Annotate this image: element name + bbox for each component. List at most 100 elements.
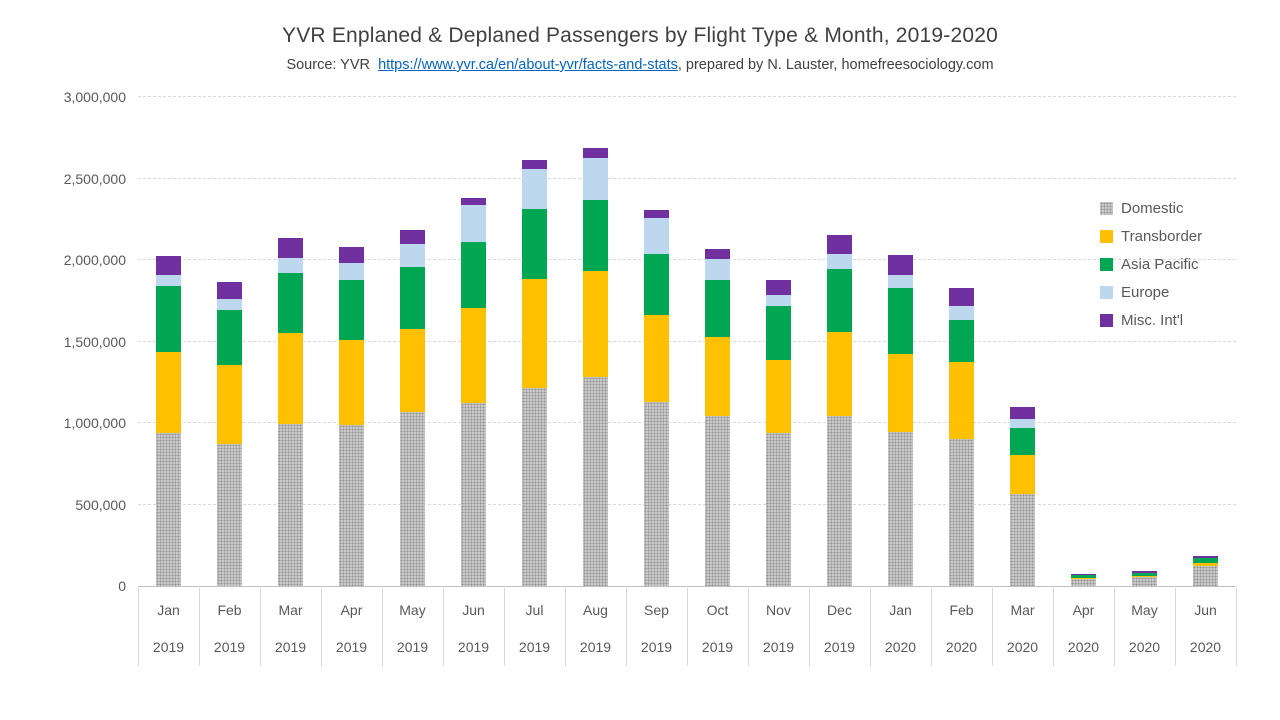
bar-segment-asia-pacific <box>156 286 181 352</box>
x-tick-label-month: Oct <box>706 602 729 618</box>
bar-segment-transborder <box>217 364 242 445</box>
bar-segment-asia-pacific <box>522 208 547 280</box>
bar-segment-domestic <box>1132 577 1157 586</box>
legend-label-misc-intl: Misc. Int'l <box>1121 311 1184 329</box>
bar-segment-domestic <box>339 424 364 586</box>
bar-segment-misc-intl <box>522 159 547 170</box>
bar-segment-domestic <box>766 433 791 586</box>
chart-subtitle: Source: YVR https://www.yvr.ca/en/about-… <box>0 57 1280 73</box>
bar-segment-misc-intl <box>644 210 669 219</box>
bar-segment-misc-intl <box>1071 573 1096 576</box>
bar-segment-asia-pacific <box>644 254 669 316</box>
x-tick-label-year: 2020 <box>1067 639 1100 655</box>
bar-segment-misc-intl <box>1010 407 1035 420</box>
bar-column <box>888 255 913 586</box>
bar-segment-europe <box>888 274 913 289</box>
gridline <box>138 259 1236 260</box>
x-tick-label-month: Dec <box>827 602 852 618</box>
x-tick-label-year: 2019 <box>701 639 734 655</box>
bar-segment-domestic <box>461 402 486 586</box>
category-separator <box>748 588 749 666</box>
subtitle-suffix: , prepared by N. Lauster, homefreesociol… <box>677 57 994 73</box>
bar-segment-asia-pacific <box>888 288 913 355</box>
x-tick-label-year: 2019 <box>579 639 612 655</box>
x-tick-label-month: Jan <box>157 602 180 618</box>
gridline <box>138 96 1236 97</box>
legend-label-domestic: Domestic <box>1121 199 1184 217</box>
y-tick-label: 2,000,000 <box>63 252 126 268</box>
x-tick-label-year: 2019 <box>457 639 490 655</box>
bar-segment-domestic <box>705 415 730 586</box>
x-tick-label-month: May <box>1131 602 1158 618</box>
x-tick-label-month: Feb <box>217 602 242 618</box>
bar-column <box>156 255 181 586</box>
bar-segment-transborder <box>705 336 730 416</box>
category-separator <box>443 588 444 666</box>
bar-segment-transborder <box>1193 563 1218 567</box>
bar-segment-transborder <box>827 332 852 417</box>
x-tick-label-year: 2020 <box>945 639 978 655</box>
bar-segment-europe <box>278 258 303 273</box>
legend-swatch-domestic <box>1100 201 1113 215</box>
bar-segment-transborder <box>278 332 303 424</box>
legend-swatch-asia-pacific <box>1100 257 1113 271</box>
bar-segment-domestic <box>644 401 669 586</box>
legend-label-transborder: Transborder <box>1121 227 1203 245</box>
bar-segment-europe <box>217 298 242 311</box>
bar-segment-misc-intl <box>583 148 608 159</box>
bar-segment-europe <box>644 218 669 255</box>
bar-segment-asia-pacific <box>400 266 425 330</box>
bar-segment-misc-intl <box>1132 571 1157 573</box>
bar-segment-europe <box>1010 419 1035 429</box>
bar-segment-europe <box>766 295 791 307</box>
bar-segment-misc-intl <box>156 255 181 276</box>
x-tick-label-month: Apr <box>340 602 363 618</box>
bar-column <box>1193 555 1218 586</box>
bar-segment-transborder <box>644 315 669 402</box>
category-separator <box>138 588 139 666</box>
category-separator <box>1053 588 1054 666</box>
x-tick-label-year: 2019 <box>640 639 673 655</box>
category-separator <box>809 588 810 666</box>
bar-column <box>705 249 730 586</box>
y-tick-label: 1,500,000 <box>63 333 126 350</box>
category-separator <box>1114 588 1115 666</box>
bar-column <box>949 288 974 586</box>
bar-segment-misc-intl <box>766 280 791 296</box>
bar-segment-transborder <box>766 359 791 434</box>
bar-segment-misc-intl <box>400 230 425 244</box>
bar-segment-europe <box>949 306 974 320</box>
x-tick-label-year: 2019 <box>518 639 551 655</box>
x-tick-label-month: Jan <box>889 602 912 618</box>
x-tick-label-year: 2019 <box>335 639 368 655</box>
bar-segment-asia-pacific <box>766 306 791 360</box>
bar-segment-transborder <box>339 340 364 425</box>
bar-segment-transborder <box>400 329 425 412</box>
x-tick-label-year: 2019 <box>396 639 429 655</box>
x-tick-label-month: Nov <box>766 602 791 618</box>
bar-segment-asia-pacific <box>583 200 608 272</box>
bar-segment-asia-pacific <box>1071 575 1096 578</box>
bar-segment-asia-pacific <box>461 241 486 308</box>
category-separator <box>565 588 566 666</box>
bar-segment-domestic <box>1193 566 1218 586</box>
bar-segment-domestic <box>1071 579 1096 586</box>
x-tick-label-year: 2019 <box>213 639 246 655</box>
source-link[interactable]: https://www.yvr.ca/en/about-yvr/facts-an… <box>378 57 678 73</box>
x-tick-label-month: Mar <box>278 602 303 618</box>
x-tick-label-month: Jun <box>462 602 485 618</box>
bar-segment-europe <box>705 259 730 281</box>
bar-segment-asia-pacific <box>827 268 852 333</box>
x-tick-label-month: Apr <box>1072 602 1095 618</box>
category-separator <box>626 588 627 666</box>
legend-swatch-misc-intl <box>1100 313 1113 327</box>
bar-segment-europe <box>583 158 608 201</box>
y-tick-label: 1,000,000 <box>63 415 126 431</box>
bar-column <box>827 235 852 586</box>
legend: Domestic Transborder Asia Pacific Europe Mis… <box>1100 194 1202 334</box>
bar-segment-asia-pacific <box>1132 573 1157 576</box>
bar-segment-europe <box>1132 572 1157 574</box>
chart-title: YVR Enplaned & Deplaned Passengers by Fl… <box>282 24 998 47</box>
bar-segment-transborder <box>156 351 181 434</box>
